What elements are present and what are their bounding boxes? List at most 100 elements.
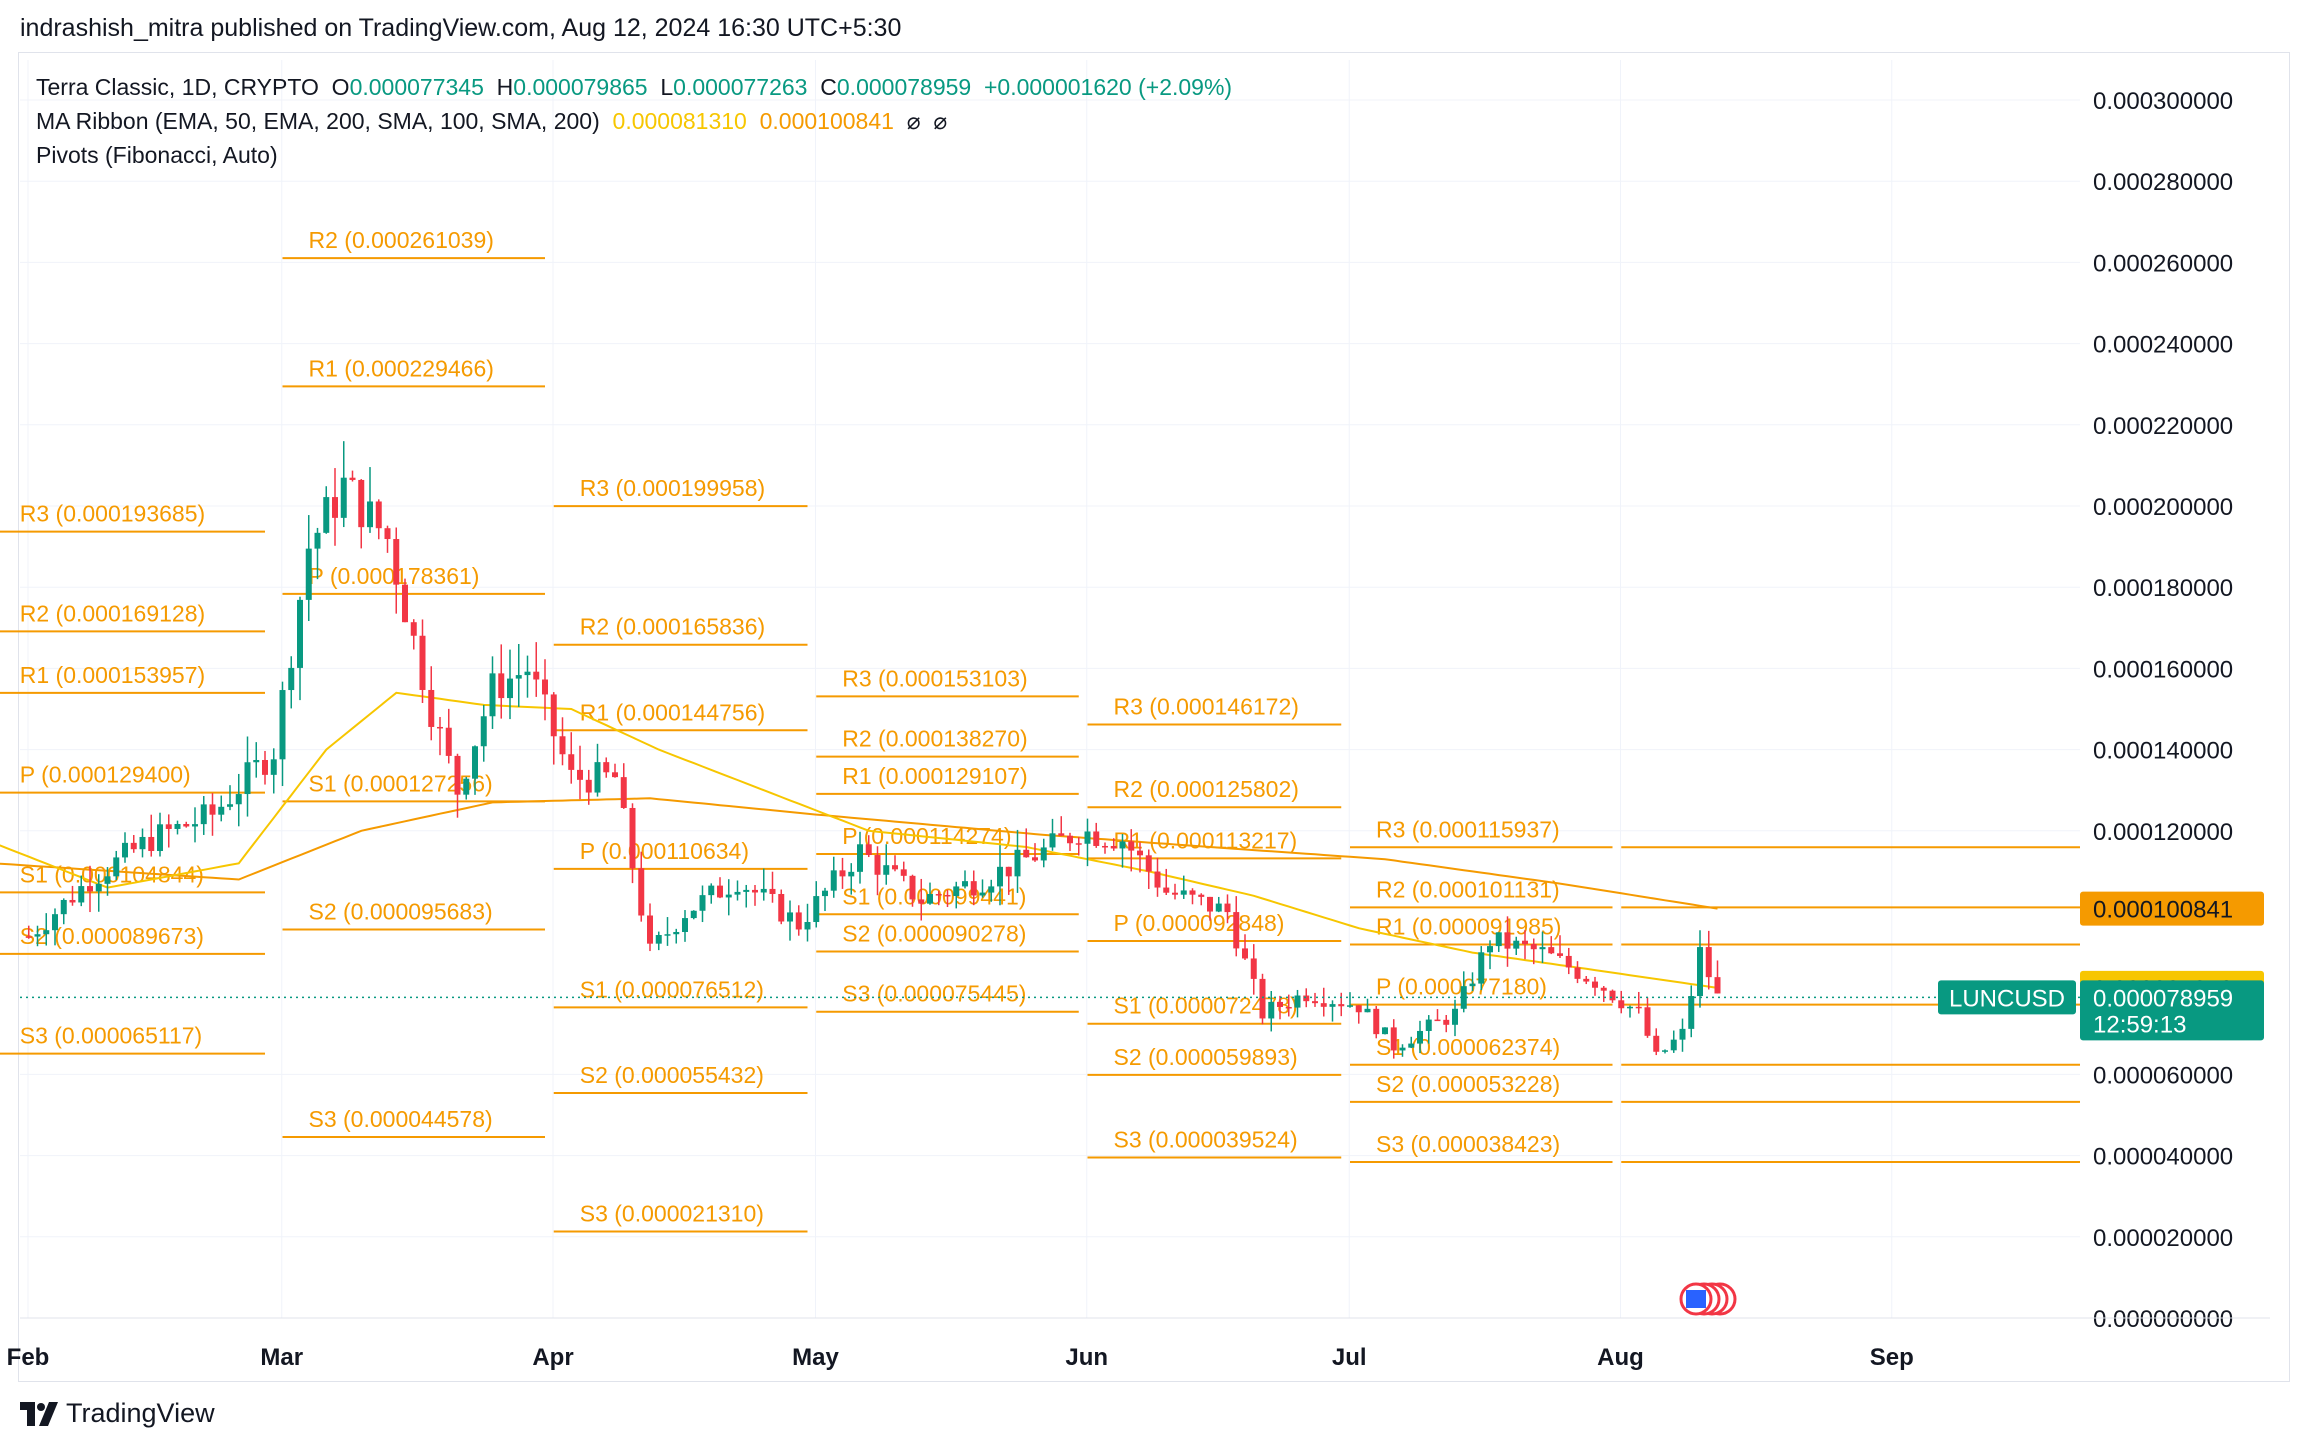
x-tick-label: Mar [260,1344,303,1371]
candle-body [839,870,846,877]
legend-change: +0.000001620 (+2.09%) [983,74,1233,100]
candle-body [244,762,251,795]
candle-body [1705,947,1712,978]
candle-body [1662,1050,1668,1052]
candle-body [1320,1003,1327,1007]
candle-body [1250,958,1257,979]
candle-body [78,886,85,903]
price-label-value: 0.000078959 [2093,985,2233,1012]
candle-body [1487,946,1493,953]
candle-body [620,777,627,808]
candle-body [585,779,592,793]
candle-body [1688,996,1695,1029]
candle-body [1329,1004,1336,1007]
candle-body [1355,1005,1362,1013]
candle-body [1408,1043,1415,1048]
chart-frame [18,52,2290,1382]
pivot-label: S3 (0.000039524) [1114,1127,1298,1153]
candle-body [953,886,960,897]
candle-body [122,842,128,858]
candle-body [813,896,820,923]
ema50-line [0,691,1718,989]
price-label-value: 0.000100841 [2093,897,2233,924]
candle-body [445,727,452,756]
candle-body [367,501,373,528]
publisher-line: indrashish_mitra published on TradingVie… [20,14,902,42]
price-label-box [2080,891,2264,926]
legend-high-value: 0.000079865 [513,74,648,100]
legend-close-value: 0.000078959 [836,74,972,100]
pivot-label: P (0.000110634) [580,838,749,864]
candle-body [52,914,58,931]
candle-body [900,869,907,876]
legend-close-label: C [820,74,837,100]
candle-body [1189,890,1196,895]
pivot-label: S1 (0.000062374) [1376,1034,1560,1060]
candle-body [725,894,732,898]
candle-body [918,899,925,904]
candle-body [437,726,443,729]
pivot-label: R1 (0.000113217) [1114,827,1298,853]
candle-body [1172,892,1178,895]
candle-body [183,823,190,827]
candle-body [804,922,811,930]
candle-body [1303,995,1310,1002]
y-tick-label: 0.000260000 [2093,250,2233,277]
tradingview-footer[interactable]: TradingView [20,1398,215,1429]
candle-body [778,893,785,922]
candle-body [1417,1030,1423,1044]
price-label-box [2080,980,2264,1041]
candle-body [638,868,645,916]
tradingview-logo-icon [20,1401,58,1426]
candle-body [157,824,163,852]
candle-body [857,844,863,872]
candle-body [270,759,277,775]
candle-body [1382,1027,1388,1035]
candle-body [139,836,146,850]
candle-body [323,497,330,533]
candle-body [1697,947,1703,997]
candle-body [690,910,697,919]
y-tick-label: 0.000040000 [2093,1144,2233,1171]
candle-body [682,918,688,933]
candle-body [865,844,872,856]
x-tick-label: Apr [532,1344,573,1371]
candle-body [962,881,968,887]
pivot-label: R1 (0.000153957) [20,662,205,688]
candle-body [104,876,111,884]
legend-pivots: Pivots (Fibonacci, Auto) [36,142,278,168]
y-tick-label: 0.000200000 [2093,494,2233,521]
candle-body [209,804,216,815]
candle-body [1242,948,1248,959]
candle-body [480,716,487,747]
candle-body [795,912,802,930]
pivot-label: R2 (0.000138270) [842,726,1027,752]
candle-body [944,894,951,897]
legend-pivots-row[interactable]: Pivots (Fibonacci, Auto) [36,138,1232,172]
candle-body [874,855,881,875]
candle-body [1259,978,1266,1019]
candle-body [743,889,750,892]
legend-low-label: L [660,74,674,100]
candle-body [1513,940,1520,949]
legend-ohlc-row[interactable]: Terra Classic, 1D, CRYPTO O0.000077345 H… [36,70,1232,104]
candle-body [340,477,347,518]
candle-body [25,936,32,938]
candle-body [1154,871,1161,888]
candle-body [1067,835,1073,844]
candle-body [174,823,181,829]
candle-body [1215,903,1222,912]
pivot-label: R1 (0.000129107) [842,763,1027,789]
candle-body [332,497,338,518]
candle-body [664,934,671,936]
candle-body [1268,1001,1275,1019]
legend-open-label: O [331,74,350,100]
pivot-label: R1 (0.000229466) [309,355,494,381]
candle-body [1014,849,1021,877]
candle-body [1128,841,1135,851]
candle-body [830,870,837,891]
pivot-label: S3 (0.000021310) [580,1200,764,1226]
candle-body [1364,1008,1371,1013]
legend-ma-row[interactable]: MA Ribbon (EMA, 50, EMA, 200, SMA, 100, … [36,104,1232,138]
